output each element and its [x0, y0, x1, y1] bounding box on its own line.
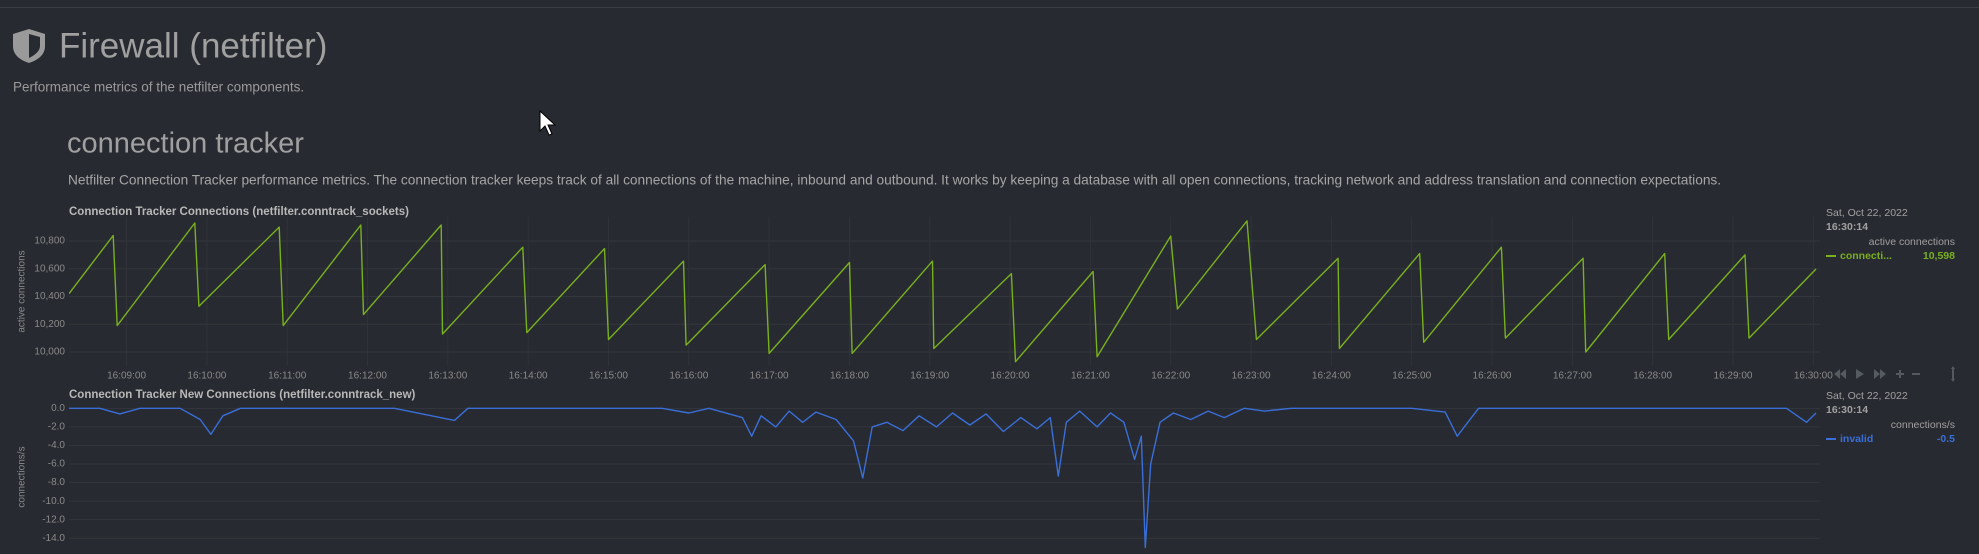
y-tick-label: -10.0 [42, 496, 65, 507]
x-tick-label: 16:13:00 [428, 371, 467, 382]
pan-right-button[interactable] [1874, 369, 1886, 379]
y-tick-label: -4.0 [48, 440, 66, 451]
resize-handle[interactable] [1951, 366, 1955, 382]
x-tick-label: 16:27:00 [1553, 371, 1592, 382]
section-title: connection tracker [67, 128, 304, 160]
legend-units: connections/s [1891, 419, 1955, 431]
y-tick-label: 0.0 [51, 403, 65, 414]
pan-left-button[interactable] [1834, 369, 1846, 379]
y-tick-label: 10,000 [34, 347, 65, 358]
y-tick-label: 10,400 [34, 291, 65, 302]
plot-area [69, 407, 1820, 549]
x-tick-label: 16:29:00 [1714, 371, 1753, 382]
y-tick-label: -6.0 [48, 459, 66, 470]
legend-value: -0.5 [1937, 433, 1955, 445]
mouse-cursor [539, 109, 557, 136]
legend-date: Sat, Oct 22, 2022 [1826, 390, 1908, 402]
x-tick-label: 16:17:00 [750, 371, 789, 382]
x-tick-label: 16:25:00 [1392, 371, 1431, 382]
x-tick-label: 16:14:00 [509, 371, 548, 382]
y-axis-label: connections/s [17, 446, 28, 507]
legend-time: 16:30:14 [1826, 404, 1868, 416]
y-tick-label: -8.0 [48, 477, 66, 488]
series-line [69, 220, 1817, 363]
x-tick-label: 16:28:00 [1633, 371, 1672, 382]
section-description: Netfilter Connection Tracker performance… [68, 173, 1721, 188]
x-tick-label: 16:10:00 [187, 371, 226, 382]
x-tick-label: 16:24:00 [1312, 371, 1351, 382]
x-tick-label: 16:11:00 [268, 371, 307, 382]
zoom-out-button[interactable] [1912, 373, 1920, 375]
x-tick-label: 16:26:00 [1473, 371, 1512, 382]
x-tick-label: 16:21:00 [1071, 371, 1110, 382]
x-tick-label: 16:18:00 [830, 371, 869, 382]
legend-time: 16:30:14 [1826, 221, 1868, 233]
x-tick-label: 16:16:00 [669, 371, 708, 382]
legend-value: 10,598 [1923, 250, 1955, 262]
play-button[interactable] [1856, 369, 1864, 379]
shield-icon [13, 29, 45, 63]
zoom-in-button[interactable] [1896, 370, 1904, 378]
y-tick-label: 10,600 [34, 263, 65, 274]
legend-name: connecti... [1840, 250, 1892, 262]
chart-title: Connection Tracker Connections (netfilte… [69, 206, 409, 218]
x-tick-label: 16:30:00 [1794, 371, 1833, 382]
chart-toolbar[interactable] [1834, 366, 1955, 382]
legend-units: active connections [1869, 236, 1955, 248]
y-tick-label: -12.0 [42, 514, 65, 525]
legend-date: Sat, Oct 22, 2022 [1826, 207, 1908, 219]
y-axis-label: active connections [17, 250, 28, 332]
x-tick-label: 16:23:00 [1232, 371, 1271, 382]
y-tick-label: -2.0 [48, 422, 66, 433]
plot-area [69, 217, 1820, 366]
series-line [69, 407, 1817, 549]
legend-name: invalid [1840, 433, 1873, 445]
y-tick-label: -14.0 [42, 533, 65, 544]
x-tick-label: 16:12:00 [348, 371, 387, 382]
page-subtitle: Performance metrics of the netfilter com… [13, 80, 304, 95]
x-tick-label: 16:09:00 [107, 371, 146, 382]
y-tick-label: 10,800 [34, 236, 65, 247]
x-tick-label: 16:19:00 [910, 371, 949, 382]
x-tick-label: 16:20:00 [991, 371, 1030, 382]
page-title: Firewall (netfilter) [59, 26, 327, 65]
chart-title: Connection Tracker New Connections (netf… [69, 389, 416, 401]
x-tick-label: 16:22:00 [1151, 371, 1190, 382]
x-tick-label: 16:15:00 [589, 371, 628, 382]
y-tick-label: 10,200 [34, 319, 65, 330]
